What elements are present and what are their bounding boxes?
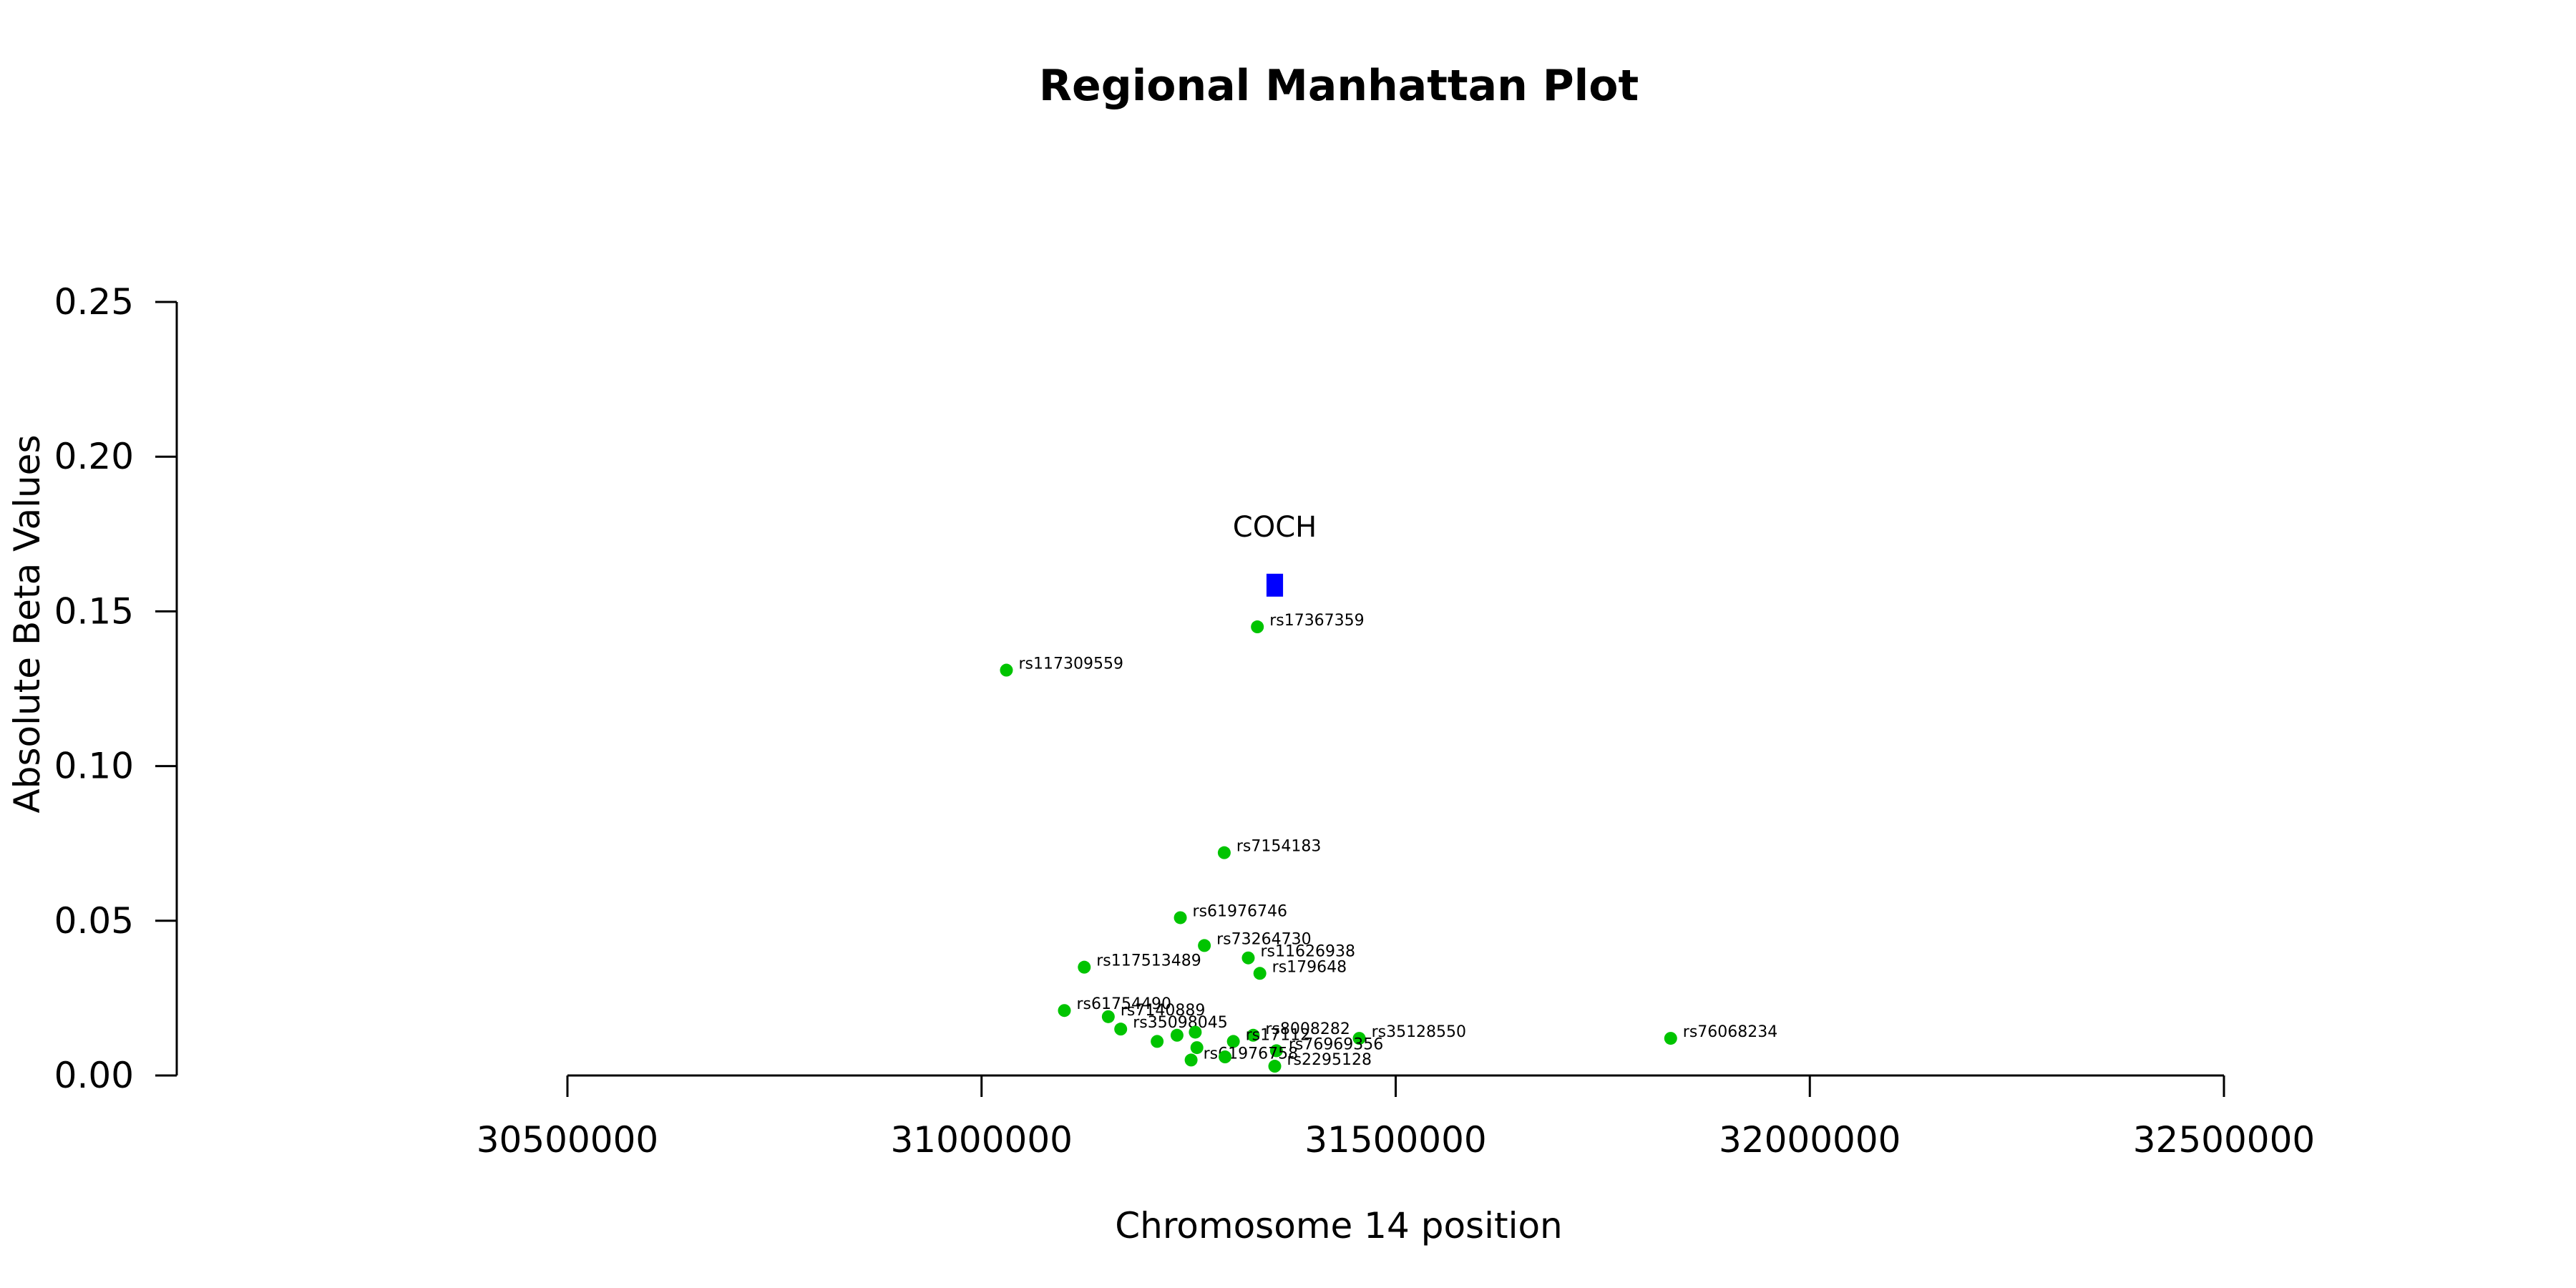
- snp-label: rs73264730: [1216, 930, 1311, 948]
- y-tick-label: 0.10: [54, 746, 134, 787]
- y-axis: 0.00 0.05 0.10 0.15 0.20 0.25: [54, 281, 178, 1096]
- x-axis: 30500000 31000000 31500000 32000000 32500000: [477, 1074, 2316, 1161]
- snp-label: rs17367359: [1269, 612, 1364, 630]
- snp-point: [1251, 620, 1264, 634]
- y-axis-label: Absolute Beta Values: [6, 435, 48, 814]
- snp-point: [1246, 1028, 1260, 1042]
- snp-point: [1269, 1044, 1283, 1058]
- snp-label: rs8008282: [1265, 1020, 1350, 1038]
- snp-point: [1058, 1004, 1071, 1018]
- snp-label: rs35098045: [1133, 1014, 1227, 1032]
- snp-label: rs61976758: [1204, 1045, 1298, 1063]
- snp-point: [1219, 1050, 1232, 1064]
- snp-label: rs76969356: [1289, 1035, 1383, 1053]
- snp-label: rs17112: [1246, 1026, 1311, 1044]
- snp-point: [1253, 967, 1267, 980]
- snp-point: [1184, 1053, 1198, 1067]
- snp-label: rs11626938: [1260, 943, 1355, 961]
- snp-point: [1078, 960, 1091, 974]
- snp-label: rs7140889: [1121, 1002, 1206, 1020]
- snp-point: [1190, 1041, 1204, 1055]
- snp-point: [1226, 1035, 1240, 1048]
- snp-label: rs7154183: [1236, 838, 1322, 856]
- snp-point: [1170, 1028, 1184, 1042]
- snp-points: rs17367359 rs117309559 rs7154183 rs61976746…: [1000, 612, 1777, 1073]
- x-axis-label: Chromosome 14 position: [1115, 1205, 1563, 1246]
- snp-label: rs117309559: [1018, 655, 1123, 673]
- snp-point: [1174, 911, 1187, 924]
- snp-point: [1217, 846, 1231, 859]
- snp-label: rs117513489: [1096, 952, 1201, 970]
- x-tick-label: 31500000: [1304, 1119, 1487, 1161]
- snp-label: rs179648: [1272, 958, 1347, 976]
- snp-point: [1101, 1010, 1115, 1023]
- snp-label: rs61754490: [1077, 995, 1171, 1013]
- snp-point: [1268, 1060, 1282, 1073]
- snp-point: [1241, 951, 1255, 965]
- gene-coch-bar: [1266, 573, 1284, 597]
- snp-label: rs2295128: [1287, 1051, 1372, 1069]
- snp-point: [1000, 663, 1013, 677]
- y-tick-label: 0.25: [54, 281, 134, 323]
- snp-point: [1189, 1025, 1202, 1039]
- y-tick-label: 0.15: [54, 590, 134, 632]
- snp-point: [1352, 1032, 1366, 1045]
- x-tick-label: 32500000: [2133, 1119, 2316, 1161]
- gene-track: COCH: [1233, 511, 1317, 597]
- snp-label: rs61976746: [1193, 902, 1287, 920]
- snp-point: [1151, 1035, 1164, 1048]
- snp-point: [1114, 1023, 1128, 1036]
- y-tick-label: 0.20: [54, 436, 134, 477]
- snp-point: [1198, 939, 1211, 952]
- gene-label: COCH: [1233, 511, 1317, 544]
- y-tick-label: 0.05: [54, 900, 134, 942]
- x-tick-label: 30500000: [477, 1119, 659, 1161]
- x-tick-label: 31000000: [891, 1119, 1073, 1161]
- snp-label: rs76068234: [1683, 1023, 1777, 1041]
- x-tick-label: 32000000: [1719, 1119, 1901, 1161]
- y-tick-label: 0.00: [54, 1055, 134, 1096]
- chart-title: Regional Manhattan Plot: [1039, 61, 1639, 111]
- snp-label: rs35128550: [1372, 1023, 1466, 1041]
- snp-point: [1664, 1032, 1677, 1045]
